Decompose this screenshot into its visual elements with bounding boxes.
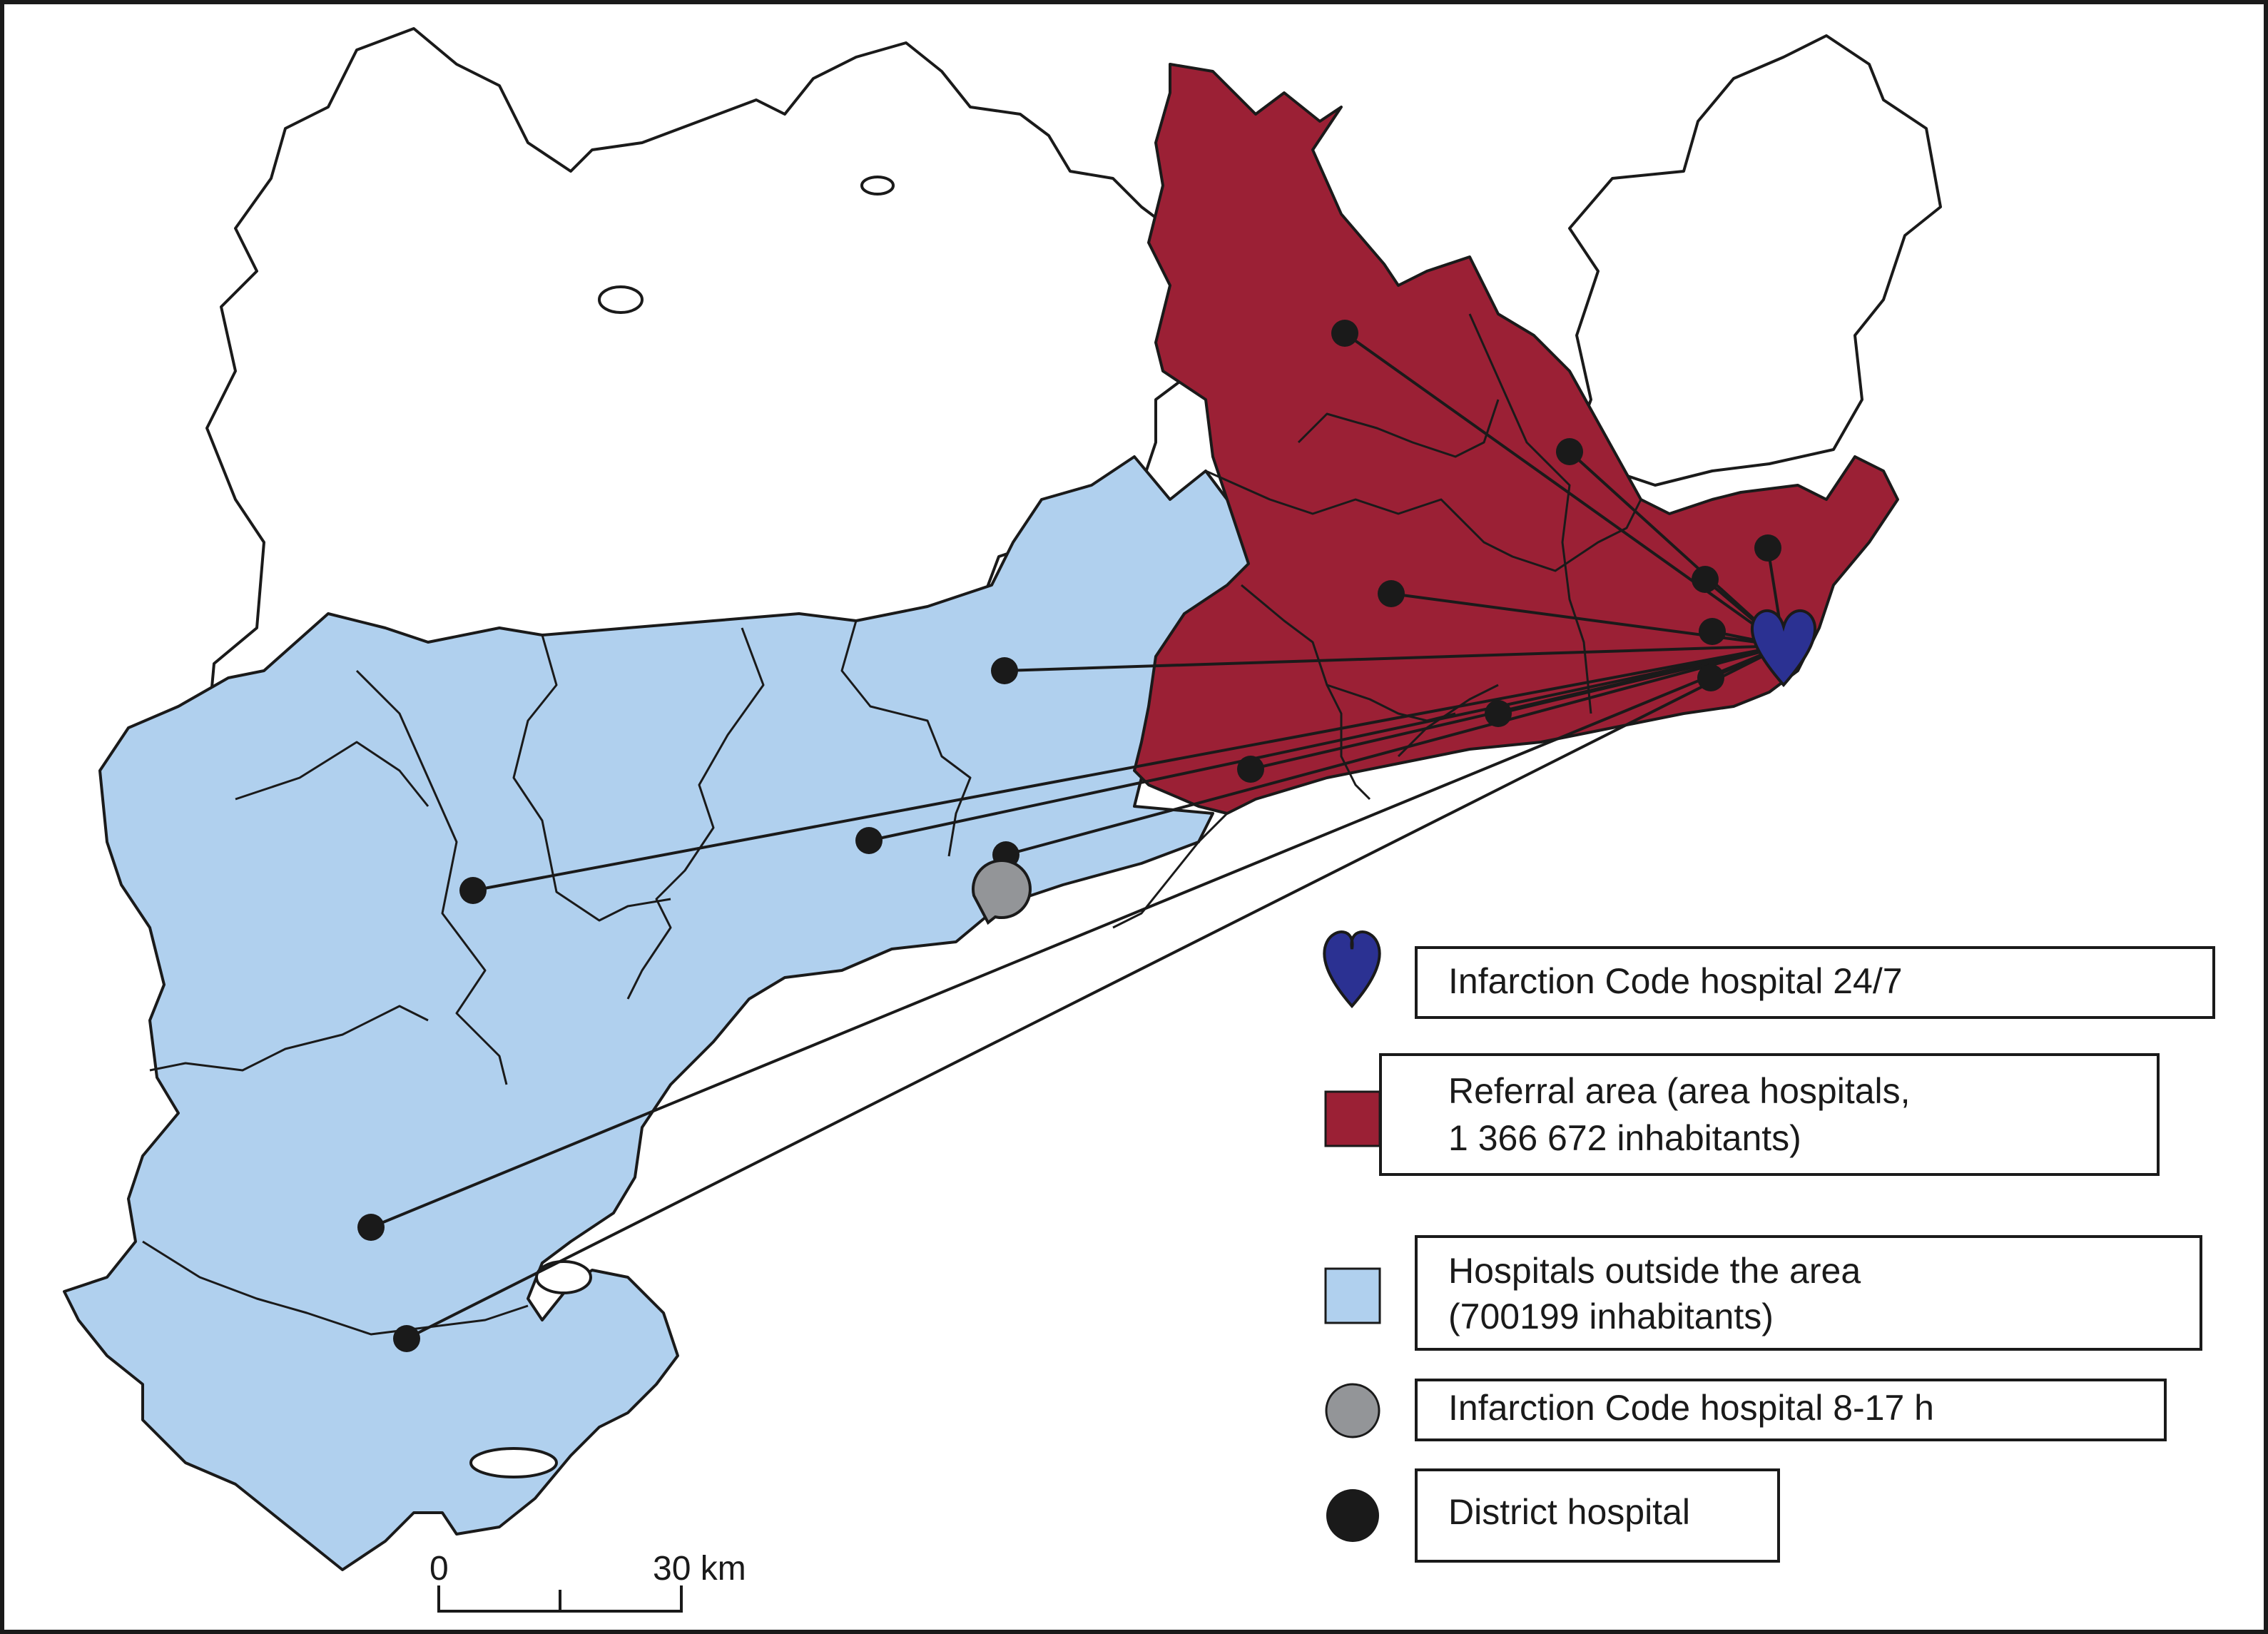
transfer-route-line <box>1004 644 1784 672</box>
district-hospital-marker <box>855 827 883 854</box>
boundary-line <box>1205 470 1642 572</box>
transfer-route-line <box>472 644 1784 892</box>
boundary-line <box>1397 684 1499 758</box>
transfer-route-line <box>1343 332 1785 647</box>
district-hospital-marker <box>393 1325 420 1352</box>
transfer-route-line <box>406 644 1784 1340</box>
legend-box <box>1415 946 2215 1019</box>
region-north-east <box>1568 34 1942 487</box>
legend-box <box>1379 1053 2160 1176</box>
transfer-routes <box>370 332 1785 1340</box>
infarction-8-17-hospital-marker <box>972 859 1032 925</box>
reservoir <box>860 176 895 196</box>
legend: Infarction Code hospital 24/7 Referral a… <box>1323 930 2215 1563</box>
delta-lagoon <box>535 1260 592 1294</box>
legend-label-referral-area-line1: Referral area (area hospitals, <box>1448 1071 1911 1111</box>
boundary-line <box>1241 584 1456 722</box>
scale-label-start: 0 <box>429 1550 449 1588</box>
district-hospital-marker <box>1692 566 1719 593</box>
legend-box <box>1415 1379 2167 1441</box>
boundary-line <box>355 669 508 1085</box>
transfer-route-line <box>370 644 1784 1229</box>
boundary-line <box>149 1005 429 1072</box>
legend-label-infarction-8-17: Infarction Code hospital 8-17 h <box>1448 1388 1934 1428</box>
legend-label-referral-area-line2: 1 366 672 inhabitants) <box>1448 1118 1801 1158</box>
legend-label-district: District hospital <box>1448 1492 1690 1532</box>
district-hospital-marker <box>357 1214 385 1241</box>
district-hospital-marker <box>1556 438 1583 465</box>
transfer-route-line <box>1005 644 1784 856</box>
district-hospital-marker <box>1485 700 1512 727</box>
district-hospital-marker <box>459 877 487 904</box>
heart-icon <box>1323 930 1381 1009</box>
outside-area-shape <box>63 455 1257 1571</box>
transfer-route-line <box>1568 450 1785 647</box>
scale-label-end: 30 km <box>653 1550 746 1588</box>
circle-icon <box>1326 1489 1379 1542</box>
hospital-markers <box>357 320 1817 1352</box>
transfer-route-line <box>1250 644 1784 771</box>
outside-area-region <box>63 455 1257 1571</box>
district-hospital-marker <box>1697 664 1724 691</box>
boundary-line <box>1326 684 1371 801</box>
boundary-line <box>840 620 972 857</box>
district-boundaries <box>142 313 1642 1336</box>
scale-bar-line <box>437 1585 683 1613</box>
circle-icon <box>1325 1383 1380 1438</box>
outside-area-swatch <box>1324 1267 1381 1324</box>
referral-area-swatch <box>1324 1090 1381 1147</box>
legend-label-outside-area-line1: Hospitals outside the area <box>1448 1251 1861 1291</box>
delta-lagoon <box>469 1447 558 1478</box>
district-hospital-marker <box>991 657 1018 684</box>
transfer-route-line <box>868 644 1784 842</box>
boundary-line <box>1297 399 1500 458</box>
scale-bar <box>437 1585 683 1613</box>
legend-box <box>1415 1235 2202 1351</box>
district-hospital-marker <box>1699 618 1726 645</box>
district-hospital-marker <box>1237 756 1264 783</box>
legend-label-outside-area-line2: (700199 inhabitants) <box>1448 1296 1774 1336</box>
district-hospital-marker <box>1378 580 1405 607</box>
boundary-line <box>235 741 429 807</box>
boundary-line <box>512 634 671 922</box>
legend-label-infarction-24-7: Infarction Code hospital 24/7 <box>1448 961 1903 1001</box>
district-hospital-marker <box>1331 320 1358 347</box>
boundary-line <box>142 1240 529 1336</box>
heart-icon <box>1750 609 1817 688</box>
legend-box <box>1415 1468 1780 1563</box>
district-hospital-marker <box>1754 534 1781 562</box>
boundary-line <box>1112 812 1229 929</box>
coastal-features <box>469 176 895 1478</box>
reservoir <box>598 285 644 314</box>
boundary-line <box>1468 313 1592 714</box>
